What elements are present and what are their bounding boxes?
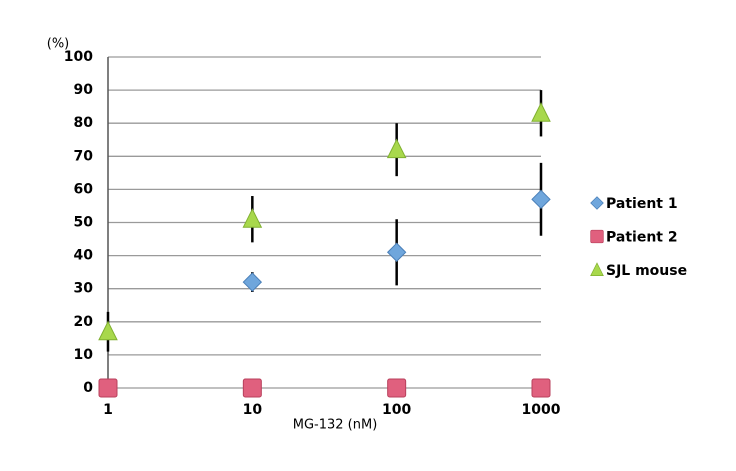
x-axis-label: MG-132 (nM)	[293, 418, 378, 433]
legend-marker	[590, 262, 604, 276]
point-diamond	[242, 272, 263, 292]
y-tick-label: 0	[83, 380, 93, 396]
point-triangle	[98, 320, 118, 341]
y-tick-label: 100	[64, 49, 93, 65]
y-tick-label: 50	[74, 215, 94, 231]
point-diamond	[531, 189, 551, 210]
point-triangle	[242, 208, 263, 228]
point-square	[98, 378, 118, 398]
y-tick-label: 90	[74, 82, 94, 98]
y-tick-label: 60	[74, 181, 94, 197]
y-tick-label: 30	[74, 281, 94, 297]
point-square	[242, 378, 262, 398]
y-tick-label: 40	[74, 248, 94, 264]
y-axis-label: (%)	[47, 37, 70, 52]
legend-label: Patient 1	[606, 196, 678, 212]
x-tick-label: 1000	[522, 402, 561, 418]
legend-label: SJL mouse	[606, 263, 687, 279]
point-diamond	[386, 242, 407, 262]
y-tick-label: 70	[74, 148, 94, 164]
point-square	[387, 378, 407, 398]
x-tick-label: 10	[243, 402, 263, 418]
legend-label: Patient 2	[606, 230, 678, 246]
y-tick-label: 20	[74, 314, 94, 330]
point-square	[531, 378, 551, 398]
point-triangle	[531, 102, 551, 122]
y-tick-label: 80	[74, 115, 94, 131]
y-tick-label: 10	[74, 347, 94, 363]
point-triangle	[386, 138, 407, 159]
x-tick-label: 1	[103, 402, 113, 418]
x-tick-label: 100	[382, 402, 411, 418]
legend-marker	[590, 229, 604, 244]
legend-marker	[590, 196, 604, 210]
